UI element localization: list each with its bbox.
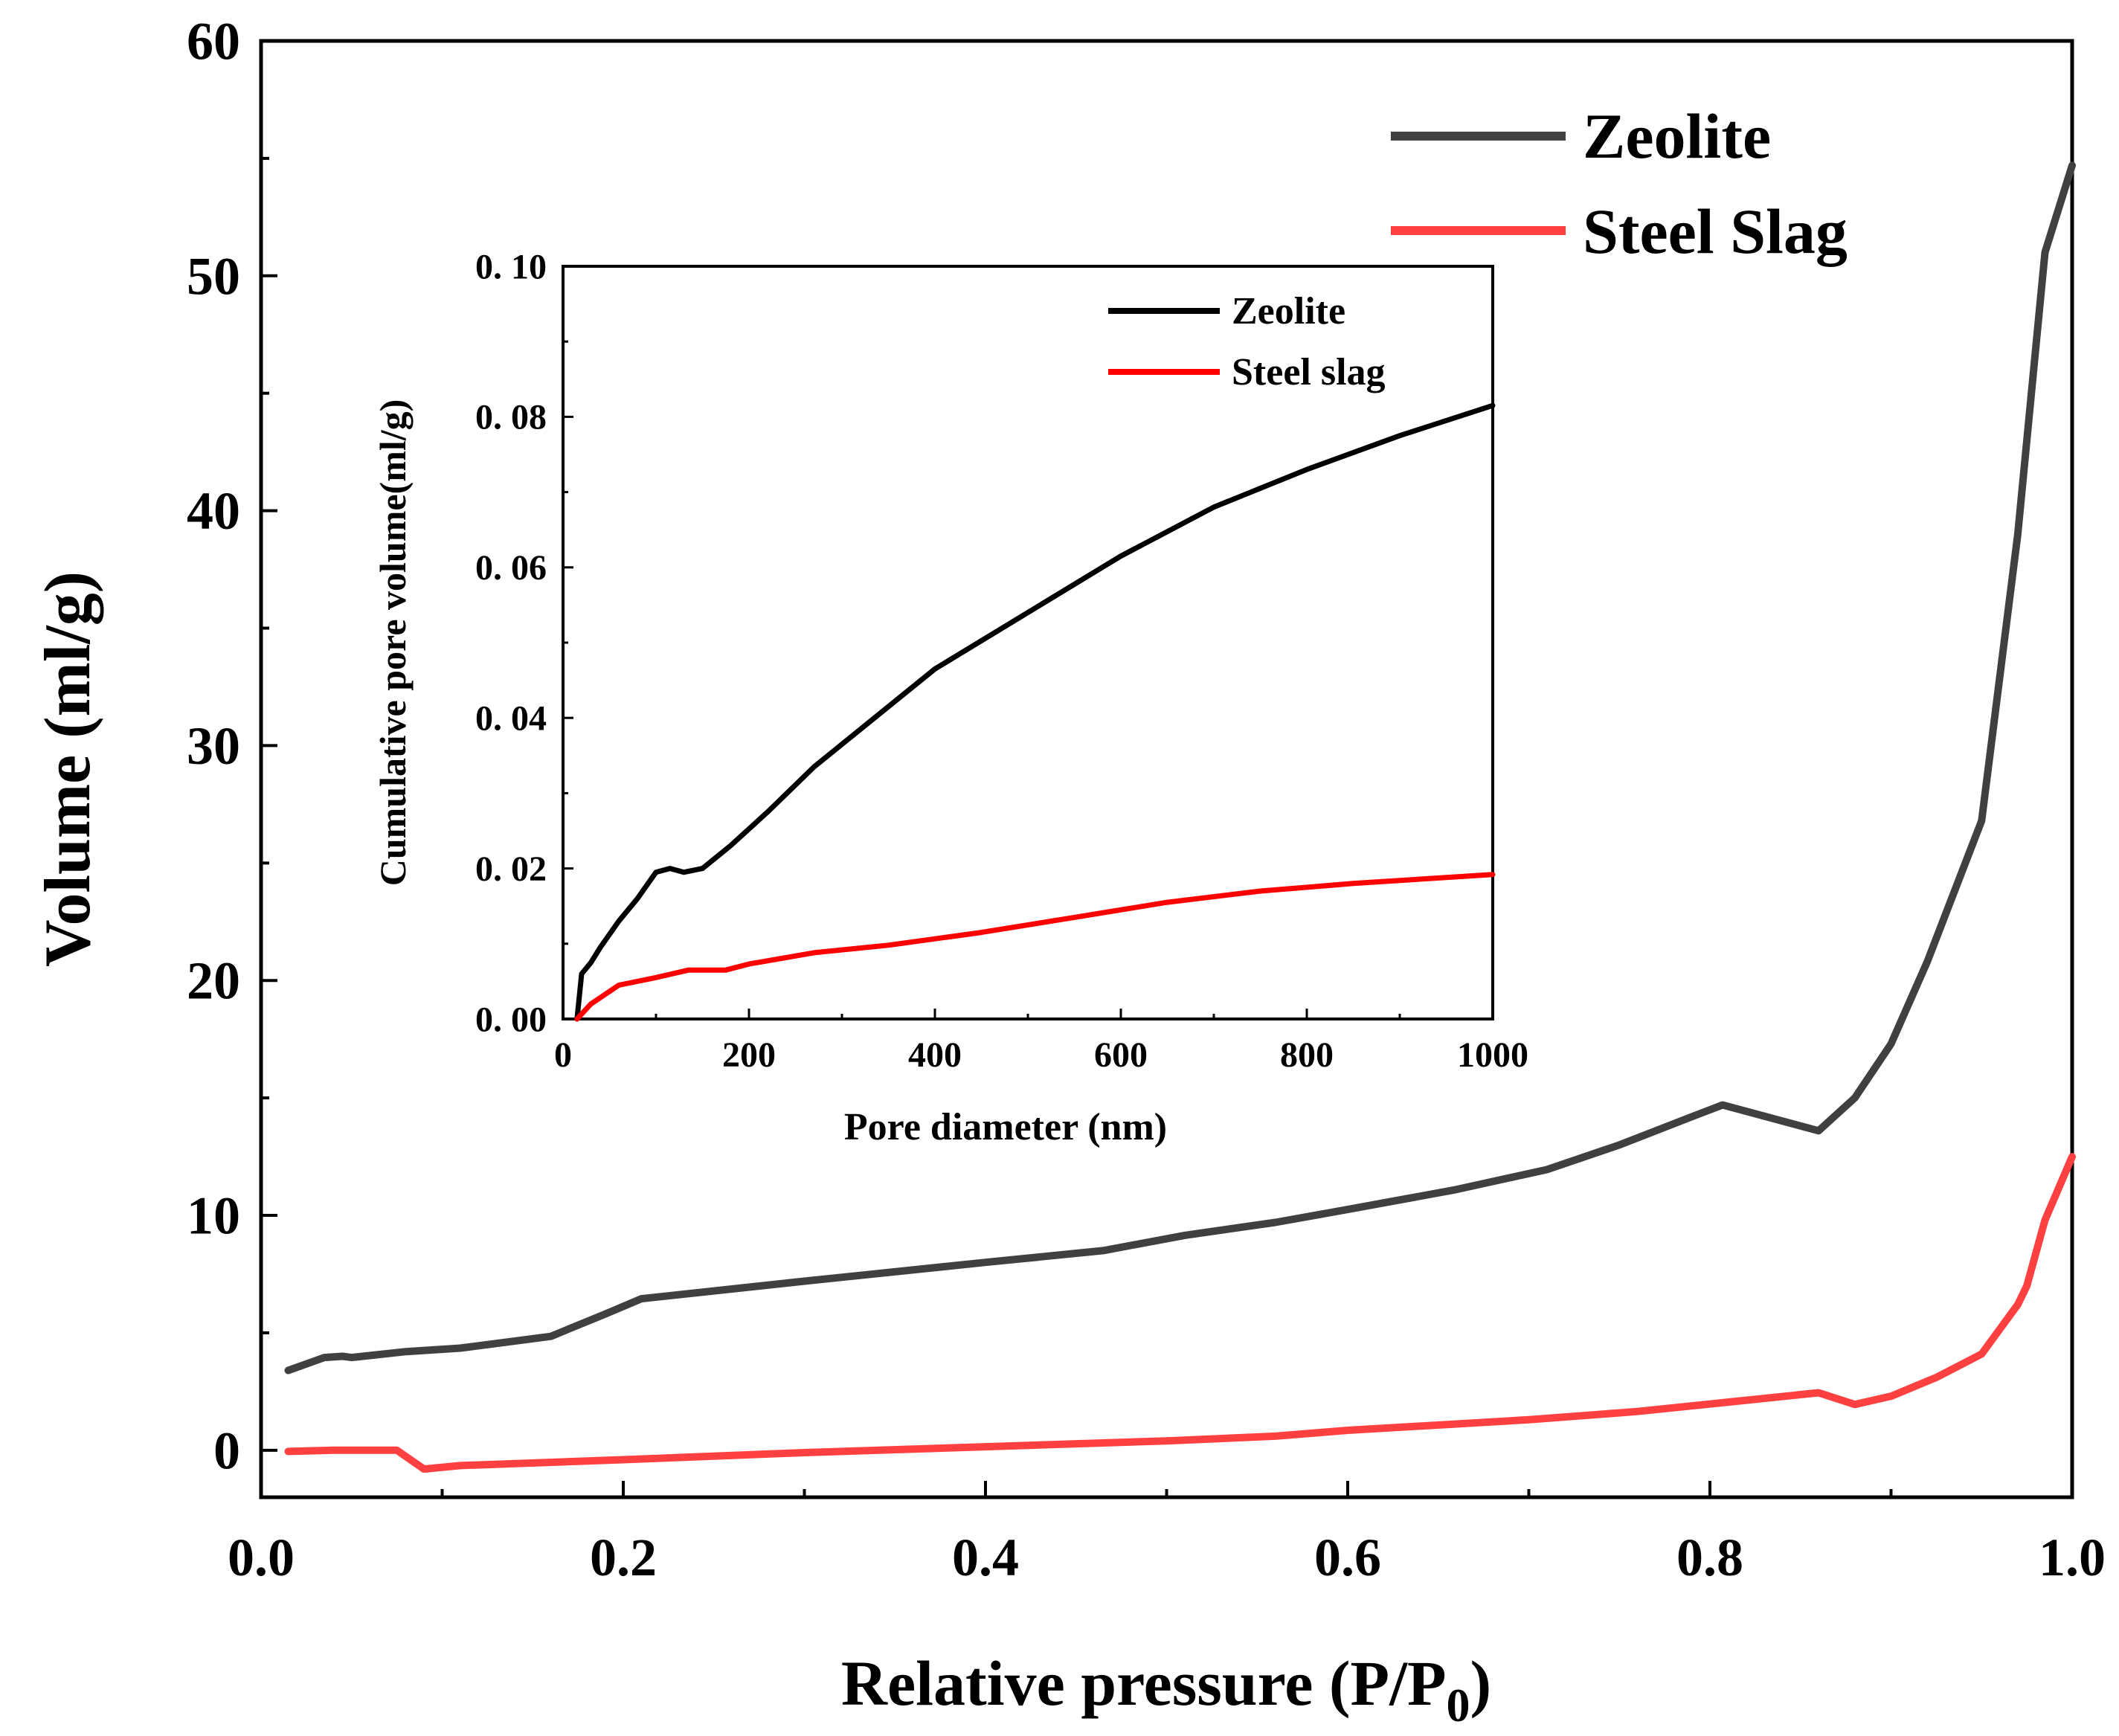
main-y-tick-label: 40 xyxy=(187,481,240,541)
main-y-tick-label: 60 xyxy=(187,11,240,71)
inset-y-tick-label: 0. 04 xyxy=(475,699,547,739)
main-series xyxy=(284,161,2076,1473)
inset-y-tick-label: 0. 00 xyxy=(475,1000,547,1039)
inset-y-tick-label: 0. 08 xyxy=(475,398,547,437)
main-x-tick-label: 0.4 xyxy=(952,1528,1019,1587)
main-y-tick-label: 20 xyxy=(187,951,240,1011)
main-y-axis-title: Volume (ml/g) xyxy=(32,571,104,967)
inset-ticks: 0 200 400 600 800 1000 0. 00 0. 02 0. 04 0. 06 0. … xyxy=(475,247,1528,1075)
inset-legend-label-zeolite: Zeolite xyxy=(1232,290,1345,332)
main-series-steel-slag xyxy=(284,1153,2076,1473)
inset-series-steel-slag xyxy=(574,872,1496,1022)
main-y-tick-label: 0 xyxy=(213,1421,240,1480)
inset-series xyxy=(574,402,1496,1022)
inset-x-tick-label: 600 xyxy=(1094,1035,1148,1075)
main-x-tick-label: 0.8 xyxy=(1676,1528,1743,1587)
inset-y-tick-label: 0. 10 xyxy=(475,247,547,286)
inset-legend-label-steel-slag: Steel slag xyxy=(1232,351,1386,393)
inset-plot-background xyxy=(563,266,1493,1019)
main-y-tick-label: 10 xyxy=(187,1186,240,1246)
inset-x-tick-label: 400 xyxy=(908,1035,962,1075)
main-y-tick-label: 30 xyxy=(187,716,240,776)
main-x-tick-label: 1.0 xyxy=(2039,1528,2106,1587)
inset-x-tick-label: 1000 xyxy=(1457,1035,1528,1075)
inset-y-axis-title: Cumulative pore volume(ml/g) xyxy=(372,399,414,887)
inset-y-tick-label: 0. 02 xyxy=(475,849,547,889)
inset-series-zeolite xyxy=(574,402,1496,1022)
inset-x-axis-title: Pore diameter (nm) xyxy=(844,1106,1167,1148)
main-legend-label-steel-slag: Steel Slag xyxy=(1583,196,1848,267)
inset-x-tick-label: 200 xyxy=(722,1035,776,1075)
inset-x-tick-label: 800 xyxy=(1280,1035,1334,1075)
main-y-tick-label: 50 xyxy=(187,246,240,306)
inset-x-tick-label: 0 xyxy=(554,1035,572,1075)
main-x-tick-label: 0.2 xyxy=(590,1528,657,1587)
main-ticks: 0.0 0.2 0.4 0.6 0.8 1.0 0 10 20 30 40 50 60 xyxy=(187,11,2106,1587)
main-x-tick-label: 0.6 xyxy=(1314,1528,1381,1587)
inset-y-tick-label: 0. 06 xyxy=(475,548,547,588)
main-x-axis-title: Relative pressure (P/P0) xyxy=(841,1647,1491,1732)
main-x-tick-label: 0.0 xyxy=(228,1528,295,1587)
main-legend-label-zeolite: Zeolite xyxy=(1583,100,1771,172)
main-series-zeolite xyxy=(284,161,2076,1375)
inset-legend: Zeolite Steel slag xyxy=(1108,290,1386,393)
main-legend: Zeolite Steel Slag xyxy=(1391,100,1848,267)
